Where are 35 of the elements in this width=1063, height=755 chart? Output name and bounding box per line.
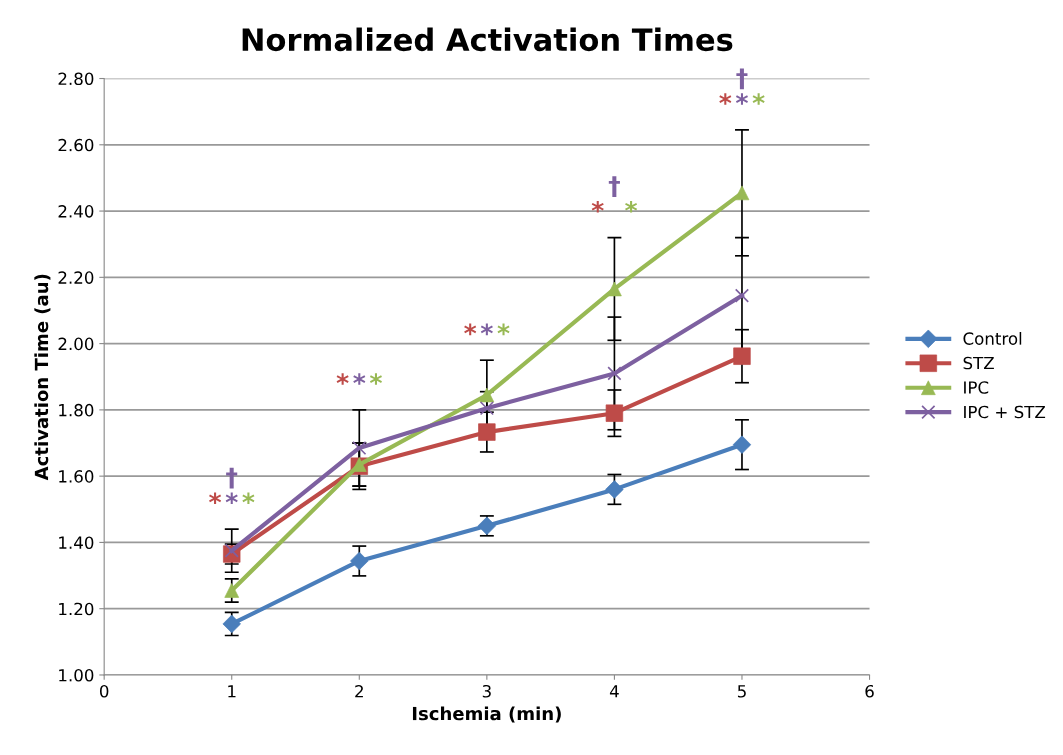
annotation: * * * (464, 323, 510, 336)
x-tick-label: 4 (609, 685, 619, 698)
x-tick-label: 5 (737, 685, 746, 698)
annotation: * * † (591, 176, 638, 213)
point (224, 543, 239, 558)
x-tick-label: 1 (228, 685, 236, 698)
point (479, 387, 495, 403)
y-tick-label: 1.60 (59, 470, 94, 483)
point (607, 366, 622, 381)
point (479, 401, 494, 416)
y-tick-label: 2.60 (58, 138, 94, 152)
y-tick-label: 1.40 (59, 536, 94, 549)
point (732, 435, 752, 454)
chart-title: Normalized Activation Times (242, 27, 733, 52)
y-tick-label: 2.20 (58, 271, 94, 284)
legend-label: STZ (963, 356, 994, 370)
x-axis-title: Ischemia (min) (412, 706, 561, 723)
point (734, 288, 750, 303)
legend-label: Control (963, 331, 1022, 345)
legend-label: IPC (964, 381, 989, 394)
y-axis-title: Activation Time (au) (34, 274, 51, 481)
y-tick-label: 2.40 (58, 205, 94, 218)
y-tick-label: 1.80 (59, 403, 94, 417)
y-tick-label: 1.20 (59, 602, 94, 616)
x-tick-label: 0 (99, 684, 109, 698)
y-tick-label: 1.00 (59, 668, 94, 682)
x-tick-label: 2 (355, 684, 363, 698)
legend-label: IPC + STZ (964, 405, 1046, 419)
x-tick-label: 6 (865, 684, 874, 698)
y-tick-label: 2.80 (58, 72, 94, 86)
point (352, 440, 367, 456)
y-tick-label: 2.00 (58, 337, 94, 351)
annotation: * * * (336, 373, 382, 385)
x-tick-label: 3 (482, 684, 491, 698)
annotation: * * * † (719, 68, 765, 105)
